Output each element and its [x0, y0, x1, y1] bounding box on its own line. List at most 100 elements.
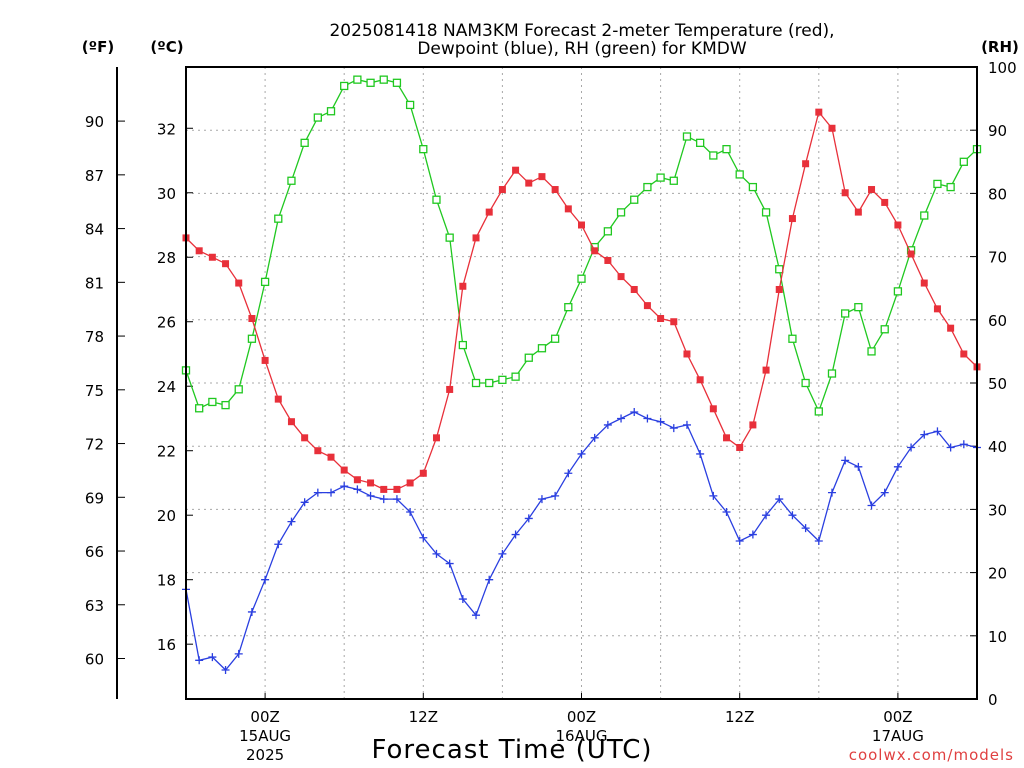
rh-point	[524, 353, 533, 362]
rh-tick-label: 70	[988, 249, 1007, 267]
temperature-point	[564, 205, 572, 213]
dewpoint-point	[630, 408, 639, 417]
rh-point	[616, 208, 626, 217]
dewpoint-point	[893, 462, 902, 471]
dewpoint-point	[946, 443, 955, 452]
temperature-point	[222, 260, 230, 268]
rh-point	[221, 400, 230, 410]
temperature-point	[406, 479, 414, 487]
dewpoint-point	[392, 495, 401, 504]
celsius-tick-label: 20	[157, 507, 176, 525]
dewpoint-point	[247, 607, 256, 616]
rh-point	[959, 157, 968, 166]
temperature-point	[762, 366, 770, 374]
rh-point	[340, 81, 349, 91]
temperature-line	[185, 110, 978, 491]
fahrenheit-tick-label: 84	[85, 221, 104, 239]
rh-point	[841, 309, 850, 318]
dewpoint-point	[208, 653, 217, 662]
celsius-tick-label: 30	[157, 185, 176, 203]
dewpoint-point	[775, 495, 784, 504]
celsius-tick-label: 22	[157, 443, 176, 461]
dewpoint-point	[590, 433, 599, 442]
dewpoint-point	[709, 491, 718, 500]
rh-point	[946, 182, 955, 192]
rh-point	[458, 340, 468, 350]
temperature-point	[920, 279, 928, 287]
rh-point	[722, 145, 731, 154]
temperature-point	[828, 124, 836, 132]
rh-point	[366, 78, 375, 87]
rh-point	[195, 404, 204, 413]
dewpoint-point	[867, 501, 876, 510]
rh-tick-label: 0	[988, 691, 998, 709]
rh-point	[445, 233, 454, 242]
dewpoint-point	[300, 498, 309, 507]
rh-tick-label: 20	[988, 565, 1007, 583]
rh-point	[761, 208, 771, 217]
x-tick-year-label: 2025	[246, 746, 284, 764]
fahrenheit-tick-label: 63	[85, 597, 104, 615]
rh-point	[630, 195, 639, 204]
temperature-point	[472, 234, 480, 242]
dewpoint-point	[406, 507, 415, 516]
x-tick-label: 12Z	[725, 708, 754, 726]
rh-point	[577, 274, 586, 283]
rh-point	[419, 145, 428, 154]
x-tick-date-label: 17AUG	[872, 727, 924, 745]
temperature-point	[248, 315, 256, 323]
dewpoint-point	[722, 507, 731, 516]
temperature-point	[367, 479, 375, 487]
rh-point	[208, 397, 217, 407]
dewpoint-point	[313, 488, 322, 497]
temperature-point	[749, 421, 757, 429]
dewpoint-point	[669, 424, 678, 433]
dewpoint-point	[524, 514, 533, 523]
temperature-point	[617, 273, 625, 281]
temperature-point	[538, 173, 546, 181]
fahrenheit-tick-label: 81	[85, 274, 104, 292]
dewpoint-point	[195, 656, 204, 665]
dewpoint-point	[498, 549, 507, 558]
dewpoint-point	[366, 491, 375, 500]
temperature-point	[485, 208, 493, 216]
fahrenheit-tick-label: 66	[85, 543, 104, 561]
dewpoint-series	[182, 408, 981, 674]
temperature-point	[314, 447, 322, 455]
rh-point	[603, 227, 613, 236]
temperature-point	[894, 221, 902, 229]
temperature-point	[459, 282, 467, 290]
temperature-point	[815, 108, 823, 116]
rh-point	[300, 138, 309, 147]
temperature-point	[788, 215, 796, 223]
celsius-tick-label: 28	[157, 249, 176, 267]
dewpoint-point	[340, 482, 349, 491]
rh-point	[392, 78, 402, 87]
temperature-point	[854, 208, 862, 216]
celsius-tick-label: 18	[157, 572, 176, 590]
dewpoint-point	[933, 427, 942, 436]
rh-point	[471, 378, 481, 388]
temperature-point	[432, 434, 440, 442]
fahrenheit-tick-label: 87	[85, 167, 104, 185]
temperature-point	[591, 247, 599, 255]
rh-tick-label: 10	[988, 628, 1007, 646]
rh-point	[537, 344, 547, 353]
rh-point	[801, 378, 810, 388]
grid-lines	[186, 67, 977, 699]
dewpoint-point	[379, 495, 388, 504]
rh-point	[260, 277, 270, 287]
rh-point	[274, 214, 283, 223]
x-axis-title: Forecast Time (UTC)	[371, 735, 652, 765]
rh-point	[643, 182, 652, 192]
dewpoint-point	[814, 537, 823, 545]
rh-point	[326, 107, 336, 116]
rh-tick-label: 100	[988, 59, 1017, 77]
dewpoint-point	[827, 488, 836, 497]
fahrenheit-tick-label: 75	[85, 382, 104, 400]
dewpoint-point	[327, 488, 336, 497]
rh-point	[696, 138, 705, 147]
temperature-point	[683, 350, 691, 358]
celsius-axis: 16 18 20 22 24 26 28 30 32	[157, 120, 193, 654]
temperature-point	[208, 253, 216, 261]
